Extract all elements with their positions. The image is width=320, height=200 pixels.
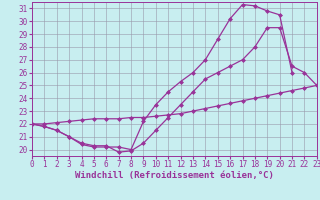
X-axis label: Windchill (Refroidissement éolien,°C): Windchill (Refroidissement éolien,°C) [75,171,274,180]
